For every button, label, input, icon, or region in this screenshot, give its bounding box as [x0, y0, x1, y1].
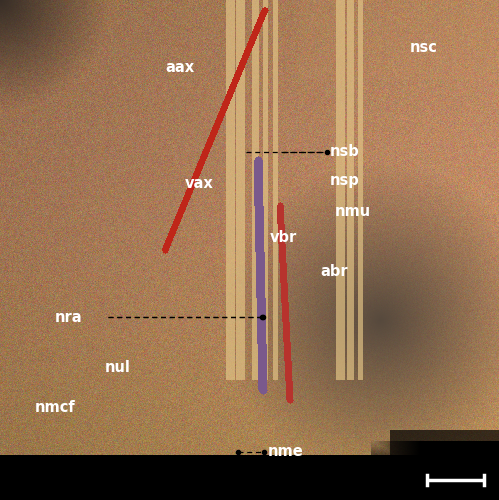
Text: nsp: nsp — [330, 172, 360, 188]
Text: nra: nra — [55, 310, 83, 324]
Text: nul: nul — [105, 360, 131, 376]
Text: vax: vax — [185, 176, 214, 190]
Text: nsc: nsc — [410, 40, 438, 54]
Text: nme: nme — [268, 444, 304, 460]
Text: vbr: vbr — [270, 230, 297, 246]
Text: aax: aax — [165, 60, 194, 76]
Text: abr: abr — [320, 264, 348, 280]
Text: nsb: nsb — [330, 144, 360, 160]
Text: nmcf: nmcf — [35, 400, 76, 414]
Text: nmu: nmu — [335, 204, 371, 220]
